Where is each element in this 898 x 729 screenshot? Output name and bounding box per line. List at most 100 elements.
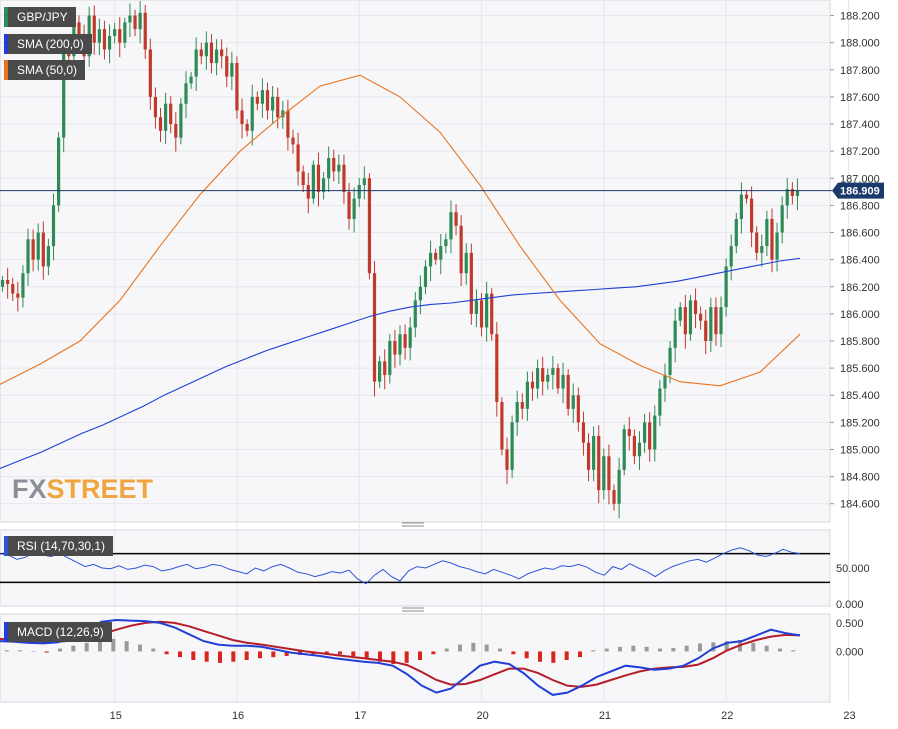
candle [780,196,784,244]
watermark-street: STREET [47,474,154,504]
y-tick-label: 186.800 [840,200,880,212]
macd-hist-bar [498,648,502,652]
legend-macd[interactable]: MACD (12,26,9) [4,622,112,642]
candle [306,172,310,214]
candle [744,190,749,204]
candle [291,129,295,154]
x-tick-label: 23 [843,710,855,722]
time-axis: 15 16 17 20 21 22 23 [110,710,856,722]
candle [592,426,596,482]
candle [255,91,259,111]
candle [719,296,723,347]
macd-hist-bar [698,643,702,652]
macd-hist-bar [71,645,76,652]
sma200-line [0,257,801,470]
candle [510,415,514,479]
candle [403,324,407,360]
last-price-label: 186.909 [840,186,880,198]
candle [31,229,35,272]
y-tick-label: 184.600 [840,499,880,511]
candle [16,281,20,312]
macd-hist-bar [98,640,102,652]
y-tick-label: 185.200 [840,417,880,429]
macd-hist-bar [84,642,89,652]
candle [551,356,555,390]
candle [179,98,183,145]
y-tick-label: 185.600 [840,363,880,375]
splitter-main-rsi[interactable] [402,522,424,527]
candle [245,119,249,137]
candle [107,24,112,64]
candle [714,297,718,346]
candlestick-series [0,1,800,519]
candle [648,412,652,462]
candle [571,383,575,423]
macd-hist-bar [418,651,422,660]
candle [92,5,96,55]
macd-hist-bar [151,648,156,652]
macd-hist-bar [111,638,116,652]
watermark: FXSTREET [12,474,154,504]
candle [164,92,168,144]
macd-hist-bar [578,651,582,658]
candle [337,154,341,185]
splitter-rsi-macd[interactable] [402,607,424,612]
candle [133,9,137,37]
candle [357,177,361,208]
x-tick-label: 17 [354,710,366,722]
macd-hist-bar [524,651,529,659]
candle [490,288,494,341]
candle [469,243,473,325]
last-price-badge [832,182,884,199]
y-tick-label: 186.400 [840,255,880,267]
legend-symbol[interactable]: GBP/JPY [4,7,76,27]
candle [265,82,270,120]
candle [561,362,565,404]
macd-hist-bar [484,644,489,652]
macd-hist-bar [364,651,369,659]
legend-sma50[interactable]: SMA (50,0) [4,60,86,80]
macd-signal-line [0,620,801,688]
candle [434,248,438,265]
macd-hist-bar [191,651,196,660]
candle [454,204,458,236]
legend-rsi[interactable]: RSI (14,70,30,1) [4,536,114,556]
candle [316,152,321,207]
main-price-axis: 184.600 184.800 185.000 185.200 185.400 185.6… [830,11,880,511]
macd-hist-bar [444,648,449,652]
candle [362,166,366,200]
candle [704,309,708,355]
candle [209,34,214,74]
macd-hist-bar [791,650,796,652]
legend-sma200[interactable]: SMA (200,0) [4,34,92,54]
macd-hist-bar [618,646,622,652]
y-tick-label: 187.000 [840,173,880,185]
candle [765,210,769,256]
candle [199,42,203,65]
candle [301,165,305,193]
y-tick-label: 188.200 [840,11,880,23]
last-price-marker: 186.909 [0,182,884,199]
macd-hist-bar [631,645,636,652]
macd-hist-bar [231,651,236,662]
macd-hist-bar [218,651,222,663]
macd-hist-bar [538,651,542,662]
candle [169,96,173,134]
macd-hist-bar [18,650,22,652]
candle [26,228,30,286]
candle [535,359,540,399]
y-tick-label: 184.800 [840,472,880,484]
candle [663,363,667,402]
candle [260,78,265,118]
candle [194,37,198,92]
candle [271,85,275,124]
macd-hist-bar [351,651,356,656]
macd-hist-bar [4,650,9,652]
macd-hist-bar [58,648,62,652]
candle [505,437,509,485]
candle [709,297,713,353]
y-tick-label: 185.400 [840,390,880,402]
rsi-tick-label: 0.000 [836,599,864,611]
candle [184,71,188,119]
